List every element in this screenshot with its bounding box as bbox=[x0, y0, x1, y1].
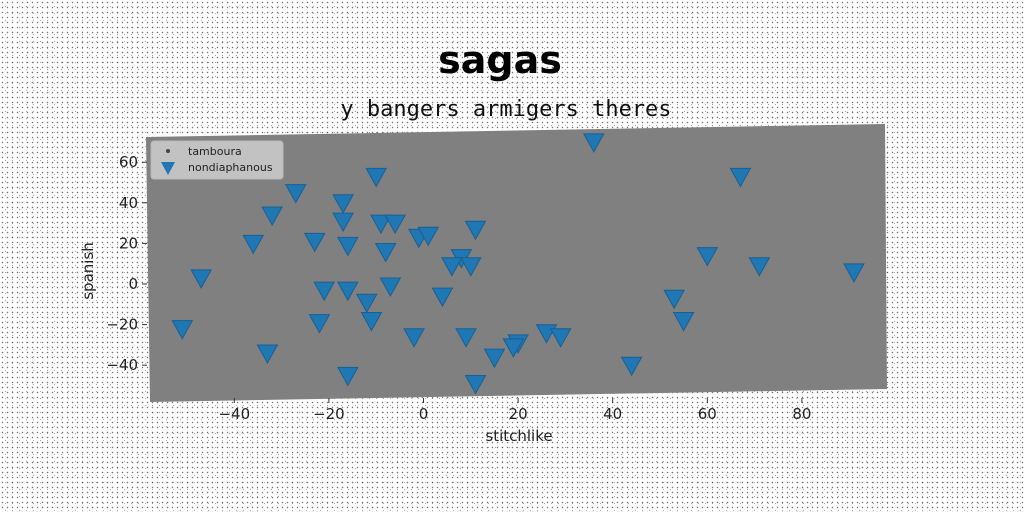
data-point-nondiaphanous bbox=[843, 263, 865, 283]
y-tick-label: −20 bbox=[106, 316, 138, 334]
data-point-nondiaphanous bbox=[620, 356, 643, 377]
y-tick-label: −40 bbox=[106, 356, 138, 374]
legend: tamboura nondiaphanous bbox=[150, 140, 284, 180]
data-point-nondiaphanous bbox=[729, 167, 752, 188]
x-tick-label: 40 bbox=[603, 405, 622, 423]
axis-ticks: −40 −20 0 20 40 60 80 −40 −20 0 20 40 60 bbox=[106, 153, 811, 423]
plot-background bbox=[146, 124, 887, 402]
data-point-nondiaphanous bbox=[582, 133, 605, 153]
data-point-nondiaphanous bbox=[284, 184, 307, 204]
data-point-nondiaphanous bbox=[303, 232, 326, 253]
data-point-nondiaphanous bbox=[336, 366, 359, 387]
data-point-nondiaphanous bbox=[242, 234, 265, 255]
data-points bbox=[171, 133, 865, 395]
data-point-nondiaphanous bbox=[384, 214, 406, 235]
y-tick-label: 60 bbox=[119, 153, 138, 171]
x-tick-label: 60 bbox=[698, 405, 717, 423]
x-tick-label: −40 bbox=[218, 405, 250, 423]
legend-label-nondiaphanous: nondiaphanous bbox=[188, 161, 273, 174]
data-point-nondiaphanous bbox=[336, 236, 359, 257]
data-point-nondiaphanous bbox=[313, 281, 336, 302]
x-axis-label: stitchlike bbox=[485, 427, 552, 445]
data-point-nondiaphanous bbox=[748, 257, 771, 277]
legend-marker-nondiaphanous bbox=[161, 162, 175, 175]
data-point-nondiaphanous bbox=[336, 281, 359, 302]
legend-label-tamboura: tamboura bbox=[188, 145, 242, 158]
data-point-nondiaphanous bbox=[365, 167, 388, 188]
data-point-nondiaphanous bbox=[549, 328, 572, 348]
y-tick-label: 40 bbox=[119, 194, 138, 212]
data-point-nondiaphanous bbox=[332, 212, 354, 233]
data-point-nondiaphanous bbox=[672, 312, 695, 332]
data-point-nondiaphanous bbox=[663, 289, 686, 310]
legend-marker-tamboura bbox=[166, 149, 170, 153]
data-point-nondiaphanous bbox=[696, 247, 719, 267]
data-point-nondiaphanous bbox=[171, 320, 194, 340]
data-point-nondiaphanous bbox=[379, 277, 402, 298]
data-point-nondiaphanous bbox=[431, 287, 454, 308]
data-point-nondiaphanous bbox=[464, 374, 487, 395]
data-point-nondiaphanous bbox=[308, 314, 331, 334]
data-point-nondiaphanous bbox=[441, 257, 463, 277]
data-point-nondiaphanous bbox=[483, 348, 506, 369]
y-tick-label: 0 bbox=[128, 275, 138, 293]
chart-subtitle: y bangers armigers theres bbox=[340, 97, 671, 122]
data-point-nondiaphanous bbox=[355, 293, 378, 314]
x-tick-label: 80 bbox=[792, 405, 811, 423]
data-point-nondiaphanous bbox=[370, 214, 392, 235]
data-point-nondiaphanous bbox=[459, 257, 482, 277]
plot-area bbox=[146, 124, 887, 402]
data-point-nondiaphanous bbox=[190, 269, 213, 289]
data-point-nondiaphanous bbox=[374, 243, 397, 263]
x-tick-label: 0 bbox=[419, 405, 429, 423]
data-point-nondiaphanous bbox=[256, 344, 279, 365]
data-point-nondiaphanous bbox=[403, 328, 425, 348]
data-point-nondiaphanous bbox=[464, 220, 487, 241]
data-point-nondiaphanous bbox=[261, 206, 283, 227]
x-tick-label: −20 bbox=[313, 405, 345, 423]
data-point-nondiaphanous bbox=[417, 226, 440, 247]
x-tick-label: 20 bbox=[509, 405, 528, 423]
y-axis-label: spanish bbox=[79, 242, 97, 300]
y-tick-label: 20 bbox=[119, 234, 138, 252]
chart-title: sagas bbox=[438, 38, 562, 82]
data-point-nondiaphanous bbox=[502, 338, 525, 358]
data-point-nondiaphanous bbox=[332, 194, 354, 214]
data-point-nondiaphanous bbox=[360, 312, 383, 332]
legend-box bbox=[150, 140, 284, 180]
data-point-nondiaphanous bbox=[455, 328, 477, 348]
